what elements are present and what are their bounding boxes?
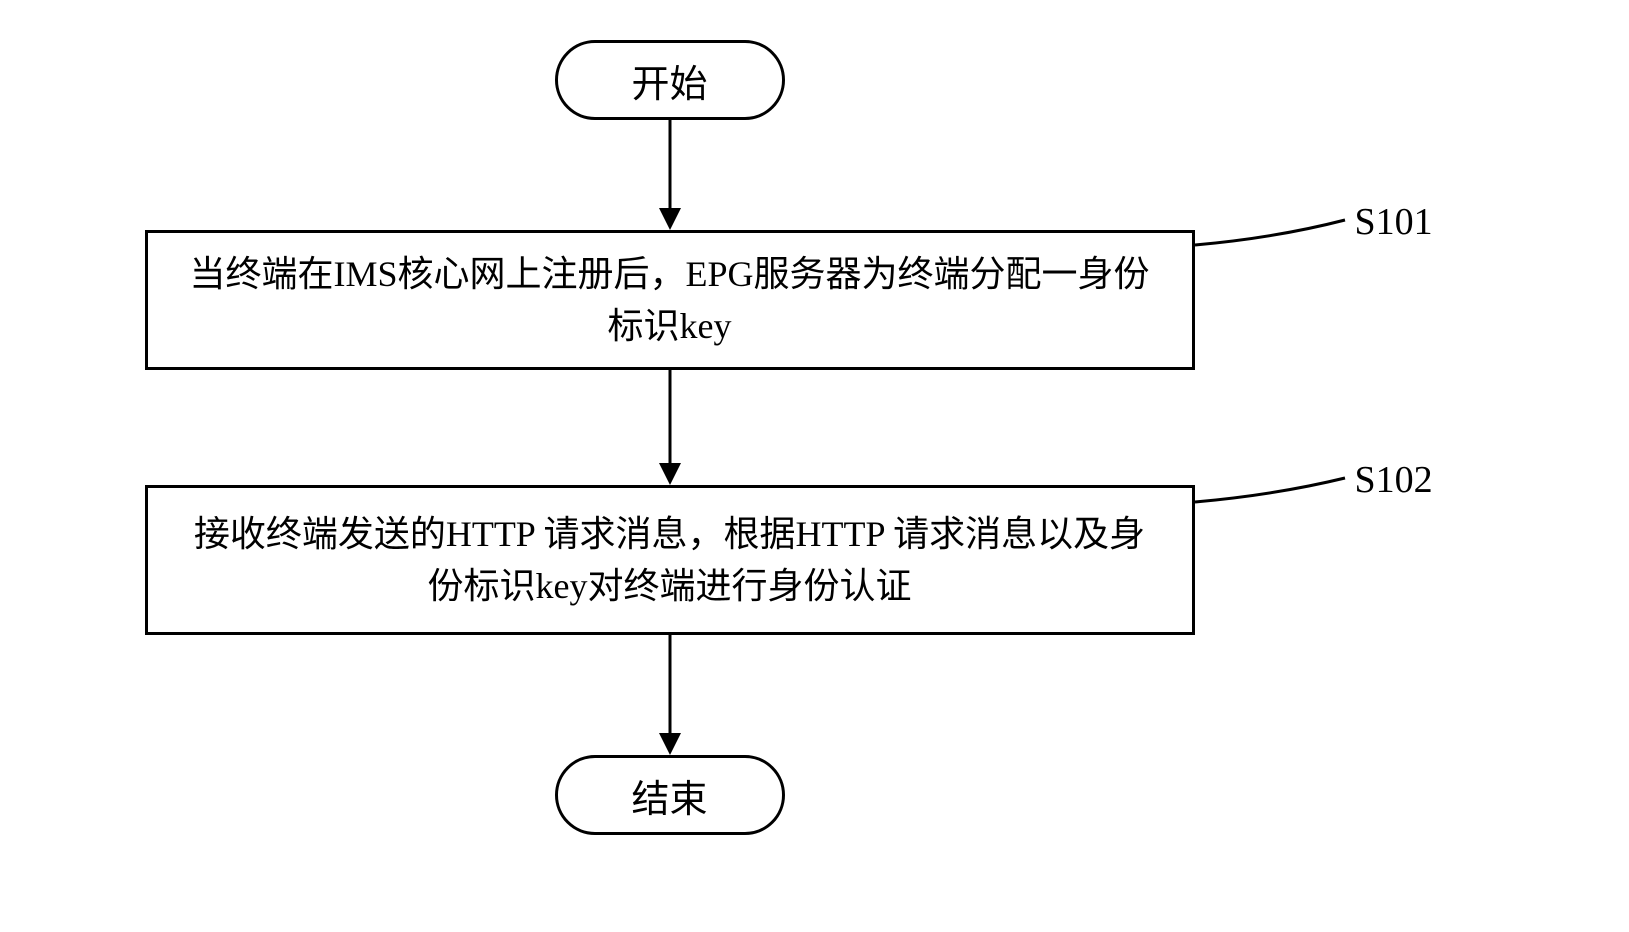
edge-step2-end — [115, 30, 1515, 880]
end-node: 结束 — [555, 755, 785, 835]
flowchart-container: 开始 当终端在IMS核心网上注册后，EPG服务器为终端分配一身份标识key S1… — [115, 30, 1515, 880]
end-label: 结束 — [631, 768, 707, 823]
